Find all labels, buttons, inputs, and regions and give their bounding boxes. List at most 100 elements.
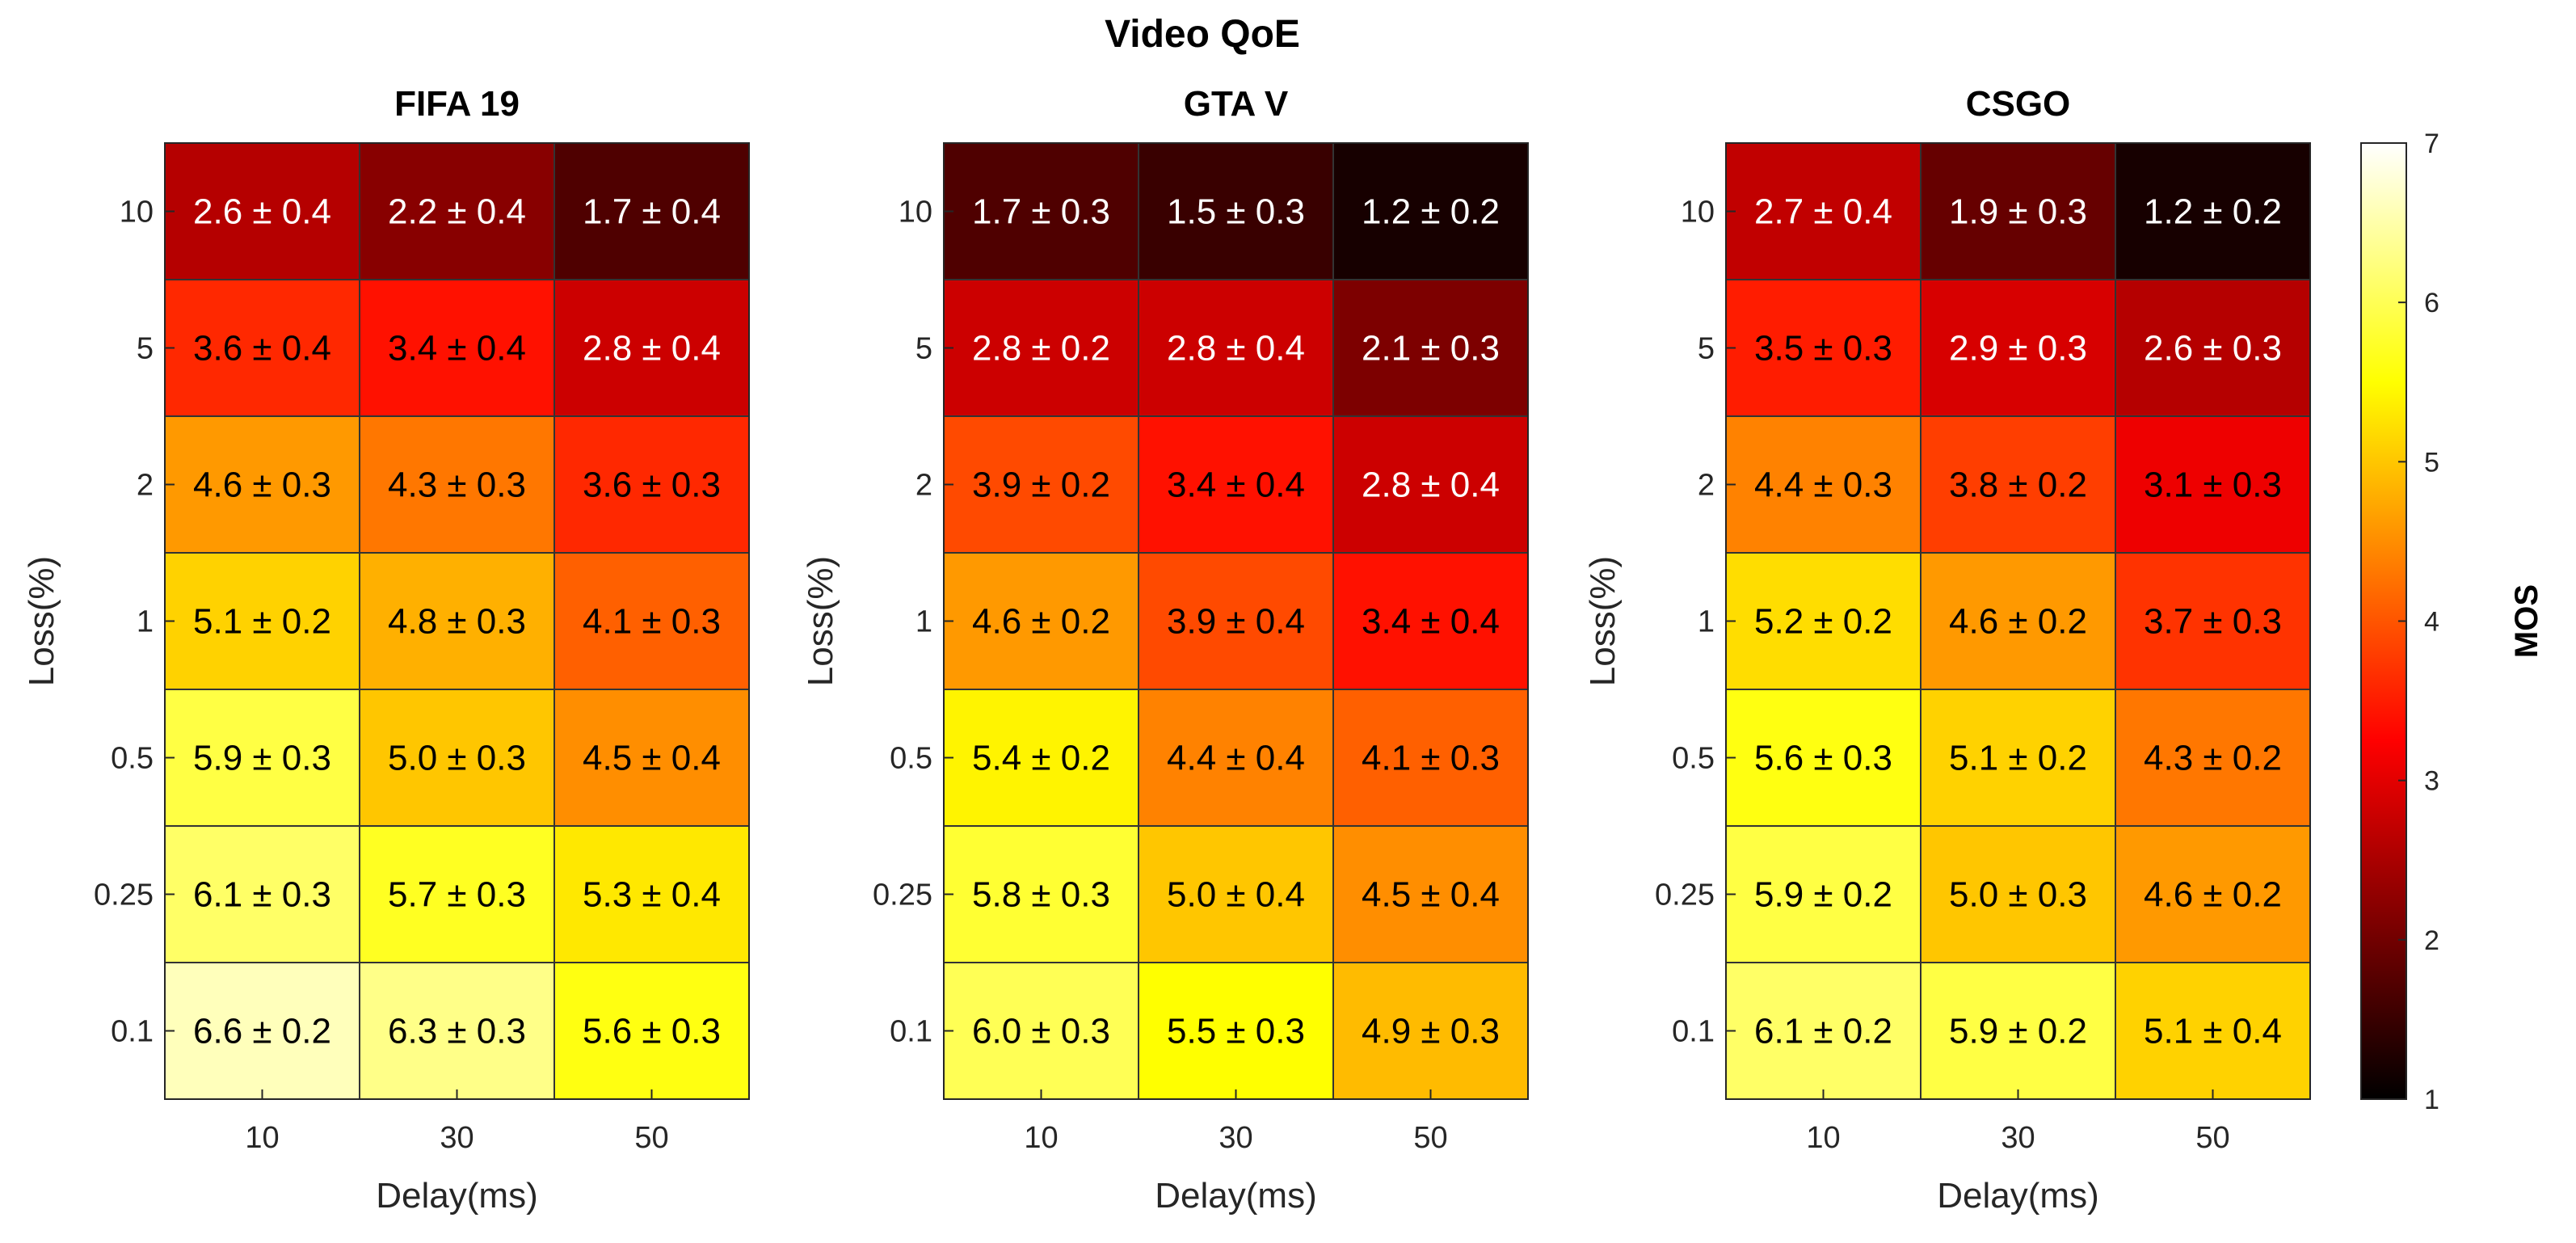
cell-label: 5.0 ± 0.3	[1949, 875, 2087, 915]
cell-label: 4.6 ± 0.3	[193, 466, 331, 505]
cell-label: 5.0 ± 0.4	[1167, 875, 1305, 915]
cell-label: 6.1 ± 0.2	[1754, 1012, 1892, 1051]
heatmap-cell	[1725, 962, 1921, 1100]
cell-label: 3.1 ± 0.3	[2144, 466, 2282, 505]
y-tick-label: 10	[1681, 196, 1715, 230]
panel-gta-v: GTA V 1.7 ± 0.3 1.5 ± 0.3 1.2 ± 0.2 2.8 ± 0.…	[801, 84, 1529, 1216]
cell-label: 1.2 ± 0.2	[2144, 192, 2282, 232]
x-tick-label: 50	[1413, 1121, 1447, 1155]
cell-label: 2.8 ± 0.4	[583, 329, 721, 369]
y-tick-label: 5	[915, 332, 932, 366]
x-axis-label: Delay(ms)	[1937, 1176, 2098, 1216]
y-tick-label: 0.25	[873, 879, 932, 912]
heatmap-cell	[1138, 689, 1334, 827]
cell-label: 5.9 ± 0.2	[1949, 1012, 2087, 1051]
y-tick-label: 0.5	[111, 742, 154, 776]
cell-label: 6.0 ± 0.3	[972, 1012, 1110, 1051]
cell-label: 1.5 ± 0.3	[1167, 192, 1305, 232]
cell-label: 2.7 ± 0.4	[1754, 192, 1892, 232]
heatmap-cell	[1138, 962, 1334, 1100]
heatmap-cell	[359, 142, 555, 280]
cell-label: 2.8 ± 0.4	[1167, 329, 1305, 369]
heatmap-cell	[164, 142, 360, 280]
heatmap-cell	[1920, 415, 2116, 554]
cell-label: 2.2 ± 0.4	[388, 192, 526, 232]
heatmap-cell	[1332, 825, 1529, 963]
y-tick-label: 10	[120, 196, 154, 230]
cell-label: 2.1 ± 0.3	[1362, 329, 1500, 369]
heatmap-cell	[164, 689, 360, 827]
cell-label: 3.4 ± 0.4	[1167, 466, 1305, 505]
cell-label: 3.9 ± 0.2	[972, 466, 1110, 505]
cell-label: 3.9 ± 0.4	[1167, 602, 1305, 642]
heatmap-cell	[2115, 689, 2311, 827]
heatmap-cell	[164, 962, 360, 1100]
y-tick-label: 2	[915, 469, 932, 503]
cell-label: 4.9 ± 0.3	[1362, 1012, 1500, 1051]
cell-label: 4.8 ± 0.3	[388, 602, 526, 642]
heatmap-cell	[1725, 279, 1921, 417]
heatmap-cell	[1138, 825, 1334, 963]
y-tick-label: 2	[1698, 469, 1715, 503]
cell-label: 3.7 ± 0.3	[2144, 602, 2282, 642]
panel-title: FIFA 19	[394, 84, 520, 124]
cell-label: 3.8 ± 0.2	[1949, 466, 2087, 505]
y-tick-label: 5	[137, 332, 154, 366]
cell-label: 5.1 ± 0.2	[1949, 739, 2087, 778]
heatmap-cell	[359, 415, 555, 554]
colorbar-tick-label: 5	[2424, 447, 2439, 478]
cell-label: 4.6 ± 0.2	[2144, 875, 2282, 915]
heatmap-cell	[1138, 142, 1334, 280]
panels: FIFA 19 2.6 ± 0.4 2.2 ± 0.4 1.7 ± 0.4 3.6 ± …	[22, 84, 2311, 1216]
colorbar-tick-label: 2	[2424, 925, 2439, 956]
colorbar-tick-label: 3	[2424, 766, 2439, 797]
cell-label: 3.6 ± 0.3	[583, 466, 721, 505]
colorbar-tick-label: 7	[2424, 129, 2439, 159]
heatmap-cell	[359, 962, 555, 1100]
heatmap-cell	[2115, 825, 2311, 963]
cell-label: 4.4 ± 0.4	[1167, 739, 1305, 778]
heatmap-cell	[164, 552, 360, 690]
heatmap-cell	[943, 962, 1139, 1100]
cell-label: 3.4 ± 0.4	[388, 329, 526, 369]
cell-label: 3.5 ± 0.3	[1754, 329, 1892, 369]
heatmap-cell	[1725, 142, 1921, 280]
y-axis-label: Loss(%)	[801, 556, 840, 686]
cell-label: 5.7 ± 0.3	[388, 875, 526, 915]
cell-label: 5.9 ± 0.3	[193, 739, 331, 778]
colorbar-tick-label: 4	[2424, 607, 2439, 638]
y-tick-label: 2	[137, 469, 154, 503]
main-title: Video QoE	[1105, 13, 1300, 56]
cell-label: 5.3 ± 0.4	[583, 875, 721, 915]
cell-label: 4.3 ± 0.3	[388, 466, 526, 505]
cell-label: 4.5 ± 0.4	[583, 739, 721, 778]
cell-label: 4.6 ± 0.2	[972, 602, 1110, 642]
heatmap-cell	[554, 279, 750, 417]
colorbar-tick-label: 6	[2424, 288, 2439, 318]
heatmap-cell	[2115, 415, 2311, 554]
cell-label: 4.5 ± 0.4	[1362, 875, 1500, 915]
y-tick-label: 5	[1698, 332, 1715, 366]
heatmap-cell	[554, 825, 750, 963]
cell-label: 5.2 ± 0.2	[1754, 602, 1892, 642]
y-axis-label: Loss(%)	[22, 556, 61, 686]
panel-csgo: CSGO 2.7 ± 0.4 1.9 ± 0.3 1.2 ± 0.2 3.5 ± 0.3…	[1583, 84, 2311, 1216]
y-tick-label: 1	[1698, 605, 1715, 639]
cell-label: 5.5 ± 0.3	[1167, 1012, 1305, 1051]
colorbar-label: MOS	[2509, 584, 2544, 658]
cell-label: 5.4 ± 0.2	[972, 739, 1110, 778]
panel-fifa-19: FIFA 19 2.6 ± 0.4 2.2 ± 0.4 1.7 ± 0.4 3.6 ± …	[22, 84, 750, 1216]
cell-label: 2.8 ± 0.2	[972, 329, 1110, 369]
colorbar: 1 2 3 4 5 6 7 MOS	[2360, 129, 2544, 1115]
colorbar-tick-label: 1	[2424, 1085, 2439, 1115]
cell-label: 1.9 ± 0.3	[1949, 192, 2087, 232]
y-tick-label: 0.1	[111, 1015, 154, 1049]
heatmap-cell	[164, 279, 360, 417]
cell-label: 1.2 ± 0.2	[1362, 192, 1500, 232]
cell-label: 4.1 ± 0.3	[583, 602, 721, 642]
cell-label: 6.6 ± 0.2	[193, 1012, 331, 1051]
x-tick-label: 50	[2195, 1121, 2229, 1155]
y-tick-label: 0.25	[94, 879, 154, 912]
heatmap-cell	[1138, 415, 1334, 554]
heatmap-cell	[1138, 552, 1334, 690]
